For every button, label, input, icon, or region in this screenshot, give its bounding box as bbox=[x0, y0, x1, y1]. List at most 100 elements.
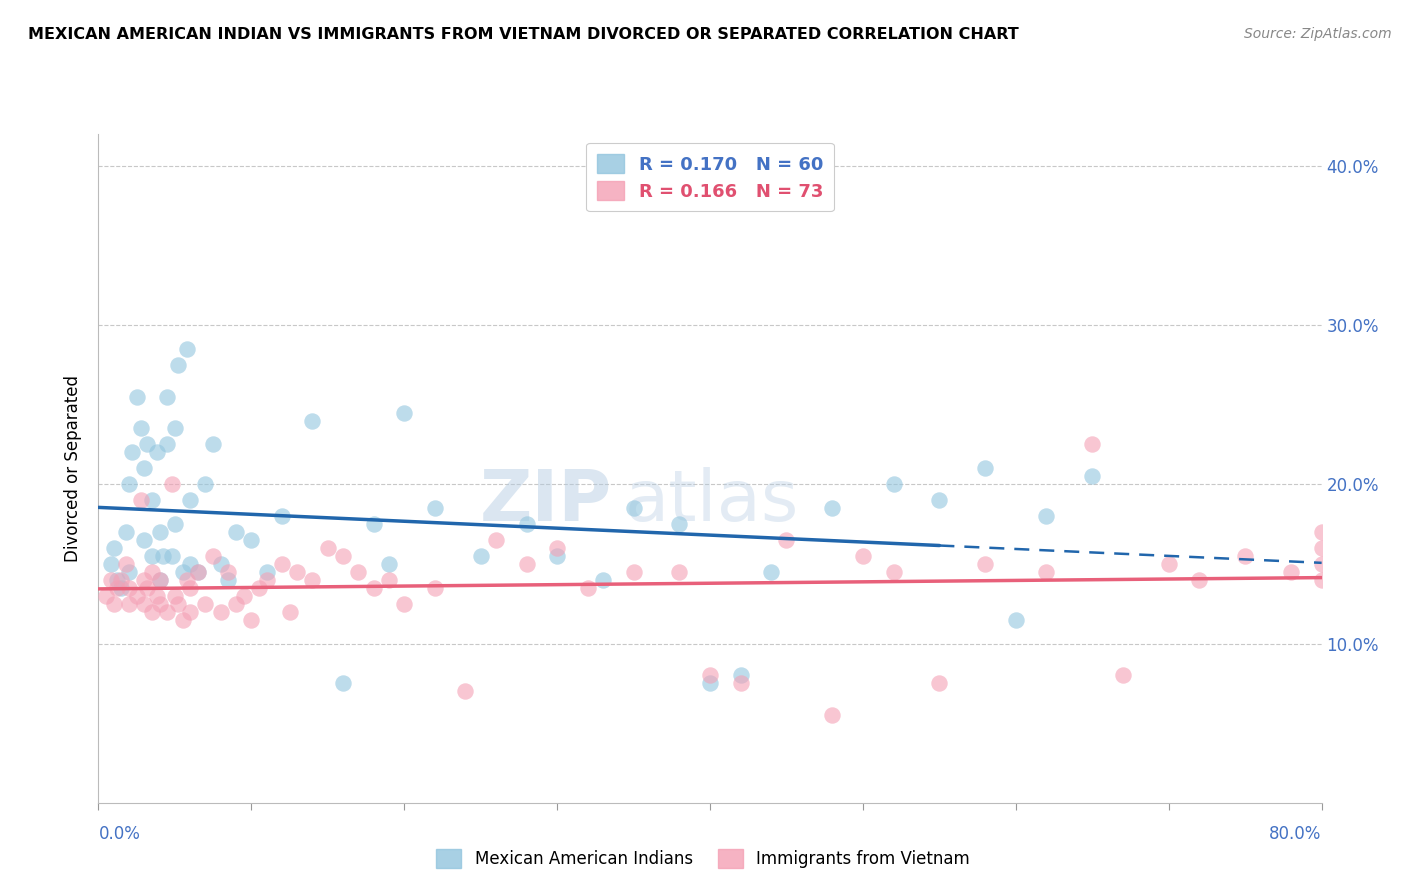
Point bbox=[316, 541, 339, 555]
Point bbox=[179, 557, 201, 571]
Point bbox=[194, 597, 217, 611]
Point bbox=[152, 549, 174, 563]
Point bbox=[105, 581, 128, 595]
Legend: R = 0.170   N = 60, R = 0.166   N = 73: R = 0.170 N = 60, R = 0.166 N = 73 bbox=[586, 143, 834, 211]
Point bbox=[121, 445, 143, 459]
Point bbox=[546, 549, 568, 563]
Point bbox=[1081, 437, 1104, 451]
Point bbox=[423, 501, 446, 516]
Point bbox=[163, 421, 186, 435]
Point bbox=[179, 581, 201, 595]
Point bbox=[928, 493, 950, 508]
Point bbox=[172, 565, 194, 579]
Point bbox=[699, 668, 721, 682]
Point bbox=[1188, 573, 1211, 587]
Point bbox=[1310, 573, 1333, 587]
Point bbox=[94, 589, 117, 603]
Point bbox=[392, 406, 416, 420]
Point bbox=[172, 613, 194, 627]
Point bbox=[145, 589, 167, 603]
Point bbox=[247, 581, 270, 595]
Point bbox=[179, 605, 201, 619]
Point bbox=[156, 437, 179, 451]
Point bbox=[134, 597, 156, 611]
Point bbox=[256, 565, 278, 579]
Point bbox=[145, 445, 167, 459]
Point bbox=[699, 676, 721, 690]
Point bbox=[217, 573, 239, 587]
Point bbox=[149, 573, 172, 587]
Point bbox=[1234, 549, 1257, 563]
Point bbox=[141, 549, 163, 563]
Point bbox=[141, 565, 163, 579]
Point bbox=[202, 549, 225, 563]
Point bbox=[1310, 541, 1333, 555]
Point bbox=[115, 524, 138, 539]
Point bbox=[423, 581, 446, 595]
Point bbox=[167, 358, 190, 372]
Point bbox=[225, 524, 247, 539]
Point bbox=[118, 581, 141, 595]
Point bbox=[730, 676, 752, 690]
Point bbox=[270, 557, 294, 571]
Legend: Mexican American Indians, Immigrants from Vietnam: Mexican American Indians, Immigrants fro… bbox=[430, 843, 976, 875]
Point bbox=[623, 501, 645, 516]
Point bbox=[378, 573, 401, 587]
Point bbox=[470, 549, 492, 563]
Point bbox=[576, 581, 599, 595]
Point bbox=[240, 533, 263, 547]
Point bbox=[176, 573, 198, 587]
Point bbox=[149, 597, 172, 611]
Point bbox=[821, 501, 844, 516]
Point bbox=[270, 509, 294, 524]
Point bbox=[115, 557, 138, 571]
Point bbox=[167, 597, 190, 611]
Point bbox=[149, 573, 172, 587]
Point bbox=[332, 549, 354, 563]
Point bbox=[163, 517, 186, 532]
Point bbox=[363, 517, 385, 532]
Point bbox=[592, 573, 614, 587]
Point bbox=[1035, 509, 1057, 524]
Point bbox=[118, 565, 141, 579]
Y-axis label: Divorced or Separated: Divorced or Separated bbox=[65, 375, 83, 562]
Point bbox=[974, 557, 997, 571]
Point bbox=[105, 573, 128, 587]
Point bbox=[141, 493, 163, 508]
Point bbox=[187, 565, 209, 579]
Point bbox=[1310, 524, 1333, 539]
Point bbox=[225, 597, 247, 611]
Point bbox=[134, 461, 156, 475]
Point bbox=[485, 533, 508, 547]
Point bbox=[1157, 557, 1180, 571]
Point bbox=[110, 573, 132, 587]
Text: 80.0%: 80.0% bbox=[1270, 825, 1322, 843]
Point bbox=[730, 668, 752, 682]
Point bbox=[454, 684, 477, 698]
Point bbox=[125, 390, 148, 404]
Point bbox=[136, 437, 159, 451]
Point bbox=[156, 605, 179, 619]
Point bbox=[232, 589, 254, 603]
Point bbox=[134, 573, 156, 587]
Text: Source: ZipAtlas.com: Source: ZipAtlas.com bbox=[1244, 27, 1392, 41]
Point bbox=[163, 589, 186, 603]
Point bbox=[1310, 557, 1333, 571]
Point bbox=[256, 573, 278, 587]
Point bbox=[883, 565, 905, 579]
Point bbox=[129, 493, 152, 508]
Point bbox=[775, 533, 797, 547]
Point bbox=[1035, 565, 1057, 579]
Point bbox=[160, 549, 183, 563]
Point bbox=[883, 477, 905, 491]
Text: atlas: atlas bbox=[624, 467, 799, 536]
Point bbox=[156, 390, 179, 404]
Point bbox=[761, 565, 783, 579]
Point bbox=[217, 565, 239, 579]
Point bbox=[1004, 613, 1026, 627]
Text: ZIP: ZIP bbox=[479, 467, 612, 536]
Point bbox=[516, 557, 538, 571]
Point bbox=[392, 597, 416, 611]
Point bbox=[118, 597, 141, 611]
Point bbox=[347, 565, 370, 579]
